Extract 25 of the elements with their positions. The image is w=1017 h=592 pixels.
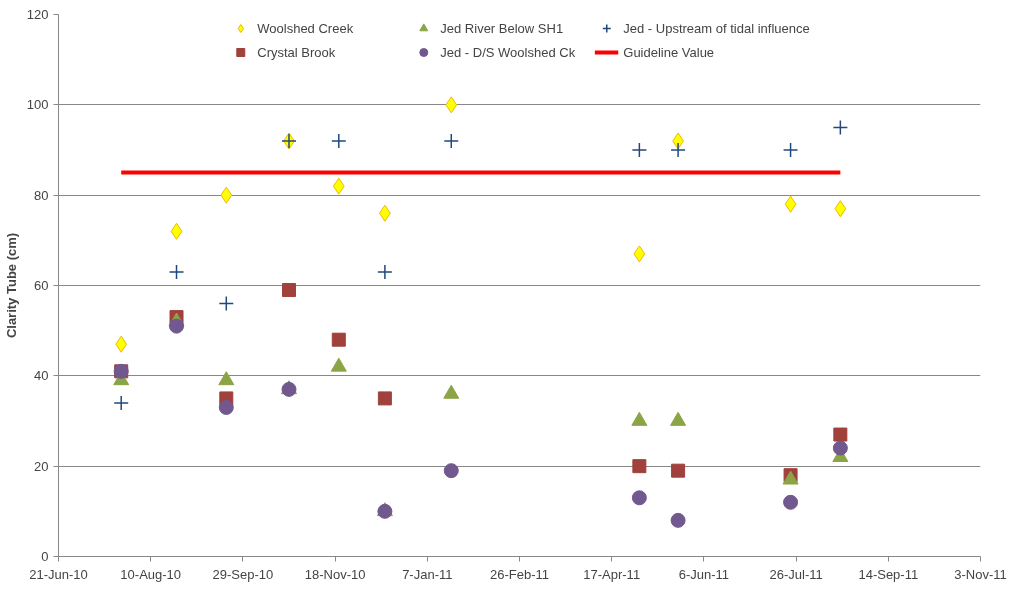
x-tick-label: 21-Jun-10 (29, 566, 88, 582)
y-tick-label: 40 (34, 368, 49, 384)
legend-label: Jed - D/S Woolshed Ck (440, 44, 577, 60)
legend-label: Woolshed Creek (257, 20, 355, 36)
y-tick-label: 80 (34, 187, 49, 203)
x-tick-label: 6-Jun-11 (678, 566, 730, 582)
y-tick-label: 60 (34, 278, 49, 293)
x-tick-label: 26-Feb-11 (489, 566, 550, 582)
y-tick-label: 20 (34, 458, 49, 474)
x-tick-label: 3-Nov-11 (954, 566, 1007, 582)
x-tick-label: 7-Jan-11 (402, 566, 453, 582)
legend-label: Guideline Value (623, 44, 716, 60)
x-tick-label: 18-Nov-10 (304, 566, 366, 582)
y-axis-title: Clarity Tube (cm) (3, 232, 19, 339)
x-tick-label: 17-Apr-11 (583, 566, 641, 582)
y-tick-label: 0 (41, 549, 49, 564)
x-tick-label: 29-Sep-10 (212, 566, 274, 582)
x-tick-label: 14-Sep-11 (858, 566, 919, 582)
x-tick-label: 10-Aug-10 (120, 566, 182, 582)
legend-label: Crystal Brook (257, 44, 337, 60)
legend-label: Jed - Upstream of tidal influence (623, 20, 810, 36)
y-tick-label: 100 (26, 97, 49, 113)
y-tick-label: 120 (26, 7, 49, 22)
x-tick-label: 26-Jul-11 (769, 566, 823, 582)
legend-label: Jed River Below SH1 (440, 20, 565, 36)
